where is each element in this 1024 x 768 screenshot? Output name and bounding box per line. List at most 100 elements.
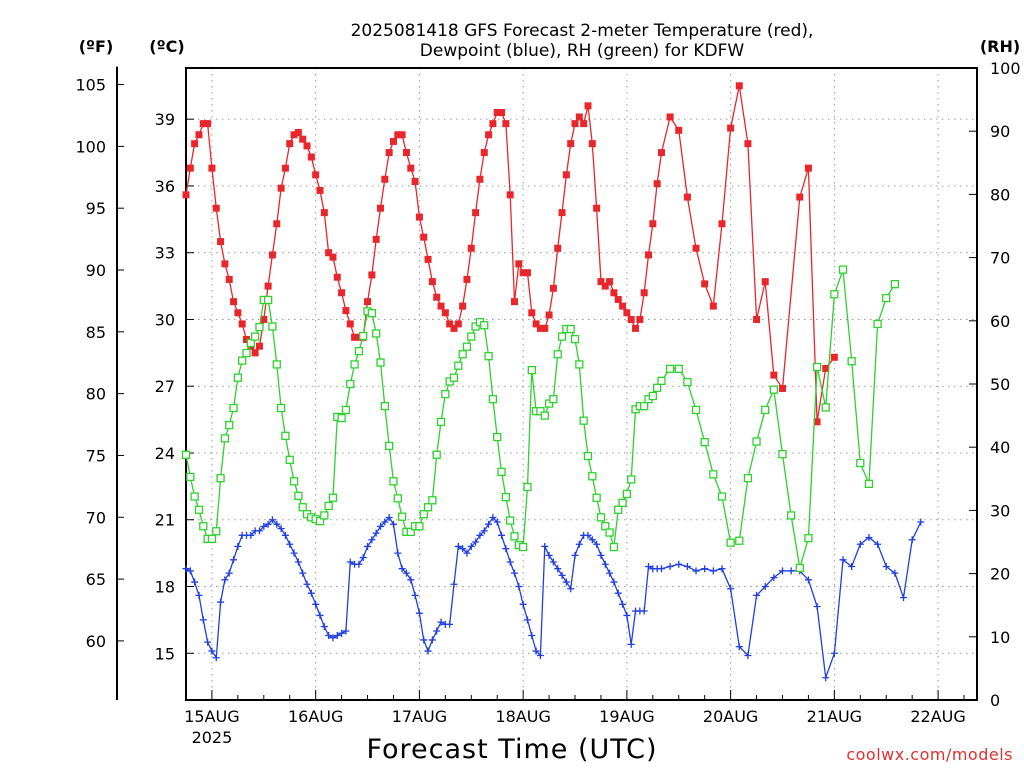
rh-data-point	[372, 329, 381, 338]
dewpoint-data-point	[554, 565, 562, 573]
x-tick-label: 16AUG	[288, 707, 343, 726]
rh-data-point	[622, 489, 632, 499]
dewpoint-data-point	[385, 514, 393, 522]
rh-data-point	[380, 401, 389, 411]
temperature-data-point	[567, 140, 575, 148]
dewpoint-data-point	[420, 636, 428, 644]
rh-data-point	[786, 511, 796, 520]
dewpoint-data-point	[644, 562, 652, 570]
temperature-data-point	[692, 244, 700, 252]
temperature-data-point	[230, 298, 238, 306]
rh-data-point	[536, 407, 545, 416]
temperature-data-point	[485, 131, 493, 139]
dewpoint-data-point	[549, 558, 557, 566]
dewpoint-data-point	[320, 623, 328, 631]
temperature-data-point	[761, 278, 769, 286]
temperature-data-point	[381, 175, 389, 183]
temperature-data-point	[644, 251, 652, 259]
temperature-data-point	[489, 120, 497, 128]
rh-data-point	[337, 413, 346, 423]
rh-data-point	[873, 319, 882, 329]
rh-data-point	[795, 563, 804, 573]
temperature-data-point	[796, 193, 804, 201]
x-axis-title: Forecast Time (UTC)	[366, 734, 657, 765]
dewpoint-data-point	[610, 578, 618, 586]
rh-data-point	[276, 403, 286, 413]
temperature-data-point	[614, 295, 622, 303]
dewpoint-data-point	[480, 527, 488, 535]
rh-data-point	[220, 434, 230, 443]
rh-tick-label: 100	[990, 59, 1021, 78]
temperature-data-point	[290, 131, 298, 139]
dewpoint-data-point	[424, 647, 432, 655]
rh-data-point	[864, 479, 874, 489]
dewpoint-data-point	[753, 591, 761, 599]
temperature-data-point	[701, 280, 709, 288]
rh-data-point	[350, 360, 359, 369]
temperature-data-point	[753, 315, 761, 323]
temperature-data-point	[511, 298, 519, 306]
x-tick-year-label: 2025	[192, 728, 233, 747]
temperature-data-point	[424, 255, 432, 263]
dewpoint-data-point	[515, 583, 523, 591]
rh-data-point	[359, 331, 368, 341]
rh-data-point	[583, 451, 593, 461]
dewpoint-data-point	[511, 569, 519, 577]
dewpoint-data-point	[411, 591, 419, 599]
rh-data-point	[432, 450, 441, 459]
dewpoint-data-point	[502, 545, 510, 553]
rh-data-point	[579, 416, 588, 425]
dewpoint-data-point	[338, 629, 346, 637]
rh-data-point	[497, 467, 506, 476]
temperature-data-point	[186, 164, 194, 172]
temperature-data-point	[683, 193, 691, 201]
dewpoint-data-point	[848, 562, 856, 570]
rh-data-point	[233, 373, 243, 382]
fahrenheit-tick-label: 105	[75, 76, 106, 95]
rh-tick-label: 0	[990, 691, 1000, 710]
temperature-data-point	[536, 324, 544, 332]
dewpoint-data-point	[273, 520, 281, 528]
rh-tick-label: 90	[990, 122, 1010, 141]
dewpoint-data-point	[541, 542, 549, 550]
dewpoint-data-point	[657, 565, 665, 573]
rh-data-point	[735, 536, 744, 545]
temperature-data-point	[459, 302, 467, 310]
temperature-data-point	[264, 282, 272, 290]
dewpoint-data-point	[770, 574, 778, 582]
dewpoint-data-point	[523, 616, 531, 624]
fahrenheit-tick-label: 80	[86, 385, 106, 404]
dewpoint-data-point	[325, 631, 333, 639]
dewpoint-data-point	[191, 578, 199, 586]
rh-data-point	[540, 411, 549, 420]
dewpoint-data-point	[567, 585, 575, 593]
temperature-data-point	[558, 209, 566, 217]
dewpoint-data-point	[675, 560, 683, 568]
temperature-data-point	[351, 333, 359, 341]
rh-data-point	[605, 528, 614, 537]
dewpoint-data-point	[485, 520, 493, 528]
temperature-data-point	[208, 164, 216, 172]
dewpoint-data-point	[593, 540, 601, 548]
rh-data-point	[838, 265, 848, 274]
temperature-data-point	[467, 244, 475, 252]
fahrenheit-tick-label: 65	[86, 570, 106, 589]
temperature-data-point	[355, 333, 363, 341]
rh-data-point	[294, 491, 303, 501]
rh-data-point	[804, 534, 813, 543]
rh-data-point	[882, 293, 891, 303]
fahrenheit-tick-label: 70	[86, 508, 106, 527]
dewpoint-data-point	[606, 569, 614, 577]
dewpoint-data-point	[666, 562, 674, 570]
rh-data-point	[207, 534, 217, 543]
temperature-data-point	[307, 153, 315, 161]
rh-data-point	[341, 405, 351, 415]
rh-data-point	[242, 348, 251, 358]
rh-data-point	[289, 477, 299, 486]
rh-data-point	[246, 338, 255, 348]
celsius-tick-label: 21	[155, 511, 175, 530]
temperature-data-point	[657, 149, 665, 157]
x-tick-label: 19AUG	[599, 707, 654, 726]
dewpoint-data-point	[575, 540, 583, 548]
temperature-data-point	[428, 278, 436, 286]
